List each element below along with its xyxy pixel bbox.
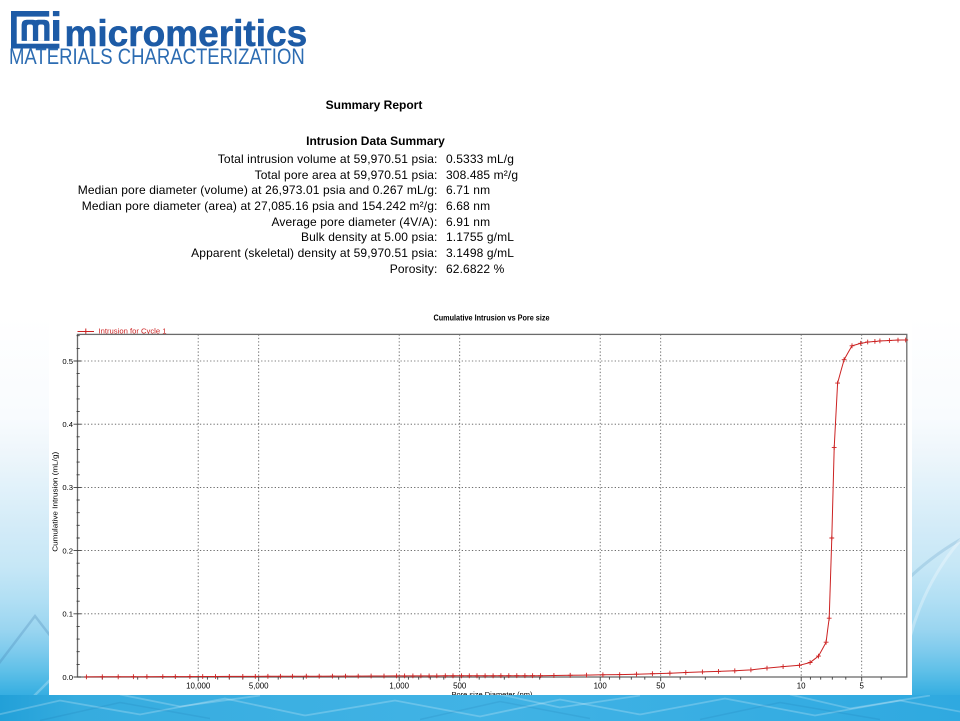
svg-text:50: 50 (656, 681, 665, 690)
svg-text:1,000: 1,000 (389, 681, 409, 690)
svg-text:0.4: 0.4 (62, 420, 73, 429)
svg-text:5,000: 5,000 (249, 681, 269, 690)
svg-text:Pore size Diameter (nm): Pore size Diameter (nm) (452, 690, 533, 695)
svg-text:10: 10 (797, 681, 806, 690)
svg-text:5: 5 (860, 681, 865, 690)
svg-text:0.2: 0.2 (62, 546, 73, 555)
svg-text:Cumulative Intrusion (mL/g): Cumulative Intrusion (mL/g) (51, 451, 60, 551)
svg-text:500: 500 (453, 681, 467, 690)
svg-text:0.1: 0.1 (62, 610, 73, 619)
svg-text:10,000: 10,000 (186, 681, 211, 690)
svg-text:0.5: 0.5 (62, 357, 73, 366)
svg-text:Cumulative Intrusion vs Pore s: Cumulative Intrusion vs Pore size (434, 313, 550, 323)
svg-text:Intrusion for Cycle 1: Intrusion for Cycle 1 (99, 327, 167, 336)
svg-text:100: 100 (594, 681, 608, 690)
svg-text:0.3: 0.3 (62, 483, 73, 492)
svg-text:0.0: 0.0 (62, 673, 73, 682)
